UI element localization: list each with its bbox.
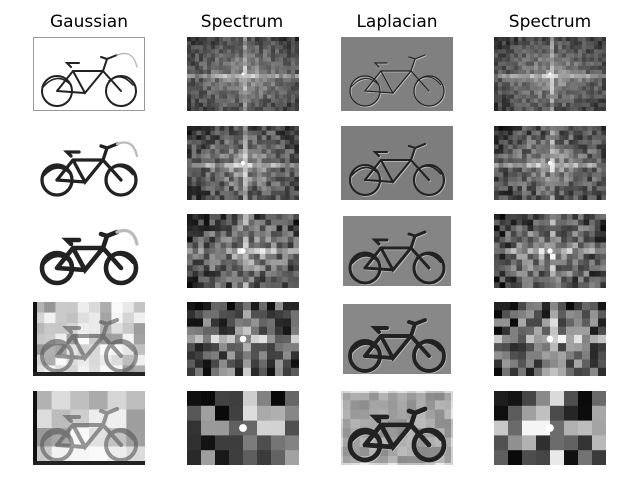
column-title-spectrum-1: Spectrum xyxy=(200,12,284,32)
gaussian-level-1-image xyxy=(33,126,145,200)
laplacian-level-2-image xyxy=(341,214,453,288)
spectrum-level-2-image xyxy=(494,214,606,288)
column-title-laplacian: Laplacian xyxy=(356,12,438,32)
spectrum-level-1-image xyxy=(187,126,299,200)
laplacian-level-0-image xyxy=(341,37,453,111)
laplacian-level-4-image xyxy=(341,391,453,465)
spectrum-level-1-image xyxy=(494,126,606,200)
spectrum-level-3-image xyxy=(187,302,299,376)
gaussian-level-0-image xyxy=(33,37,145,111)
gaussian-level-4-image xyxy=(33,391,145,465)
column-title-gaussian: Gaussian xyxy=(50,12,128,32)
spectrum-level-2-image xyxy=(187,214,299,288)
laplacian-level-3-image xyxy=(341,302,453,376)
spectrum-level-3-image xyxy=(494,302,606,376)
gaussian-level-2-image xyxy=(33,214,145,288)
spectrum-level-4-image xyxy=(187,391,299,465)
gaussian-level-3-image xyxy=(33,302,145,376)
spectrum-level-4-image xyxy=(494,391,606,465)
laplacian-level-1-image xyxy=(341,126,453,200)
spectrum-level-0-image xyxy=(494,37,606,111)
spectrum-level-0-image xyxy=(187,37,299,111)
column-title-spectrum-2: Spectrum xyxy=(508,12,592,32)
